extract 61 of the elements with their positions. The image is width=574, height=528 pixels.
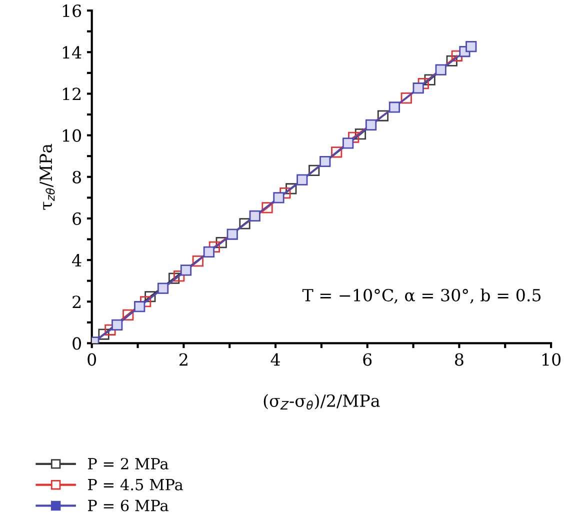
y-tick-label: 4 — [72, 254, 82, 266]
y-tick-label: 8 — [72, 170, 81, 184]
point — [168, 272, 180, 284]
y-tick-label: 0 — [72, 337, 82, 350]
point — [400, 92, 412, 104]
x-tick-label: 8 — [455, 353, 464, 366]
y-tick-label: 6 — [72, 212, 82, 226]
point — [388, 102, 400, 113]
y-tick-label: 10 — [62, 129, 82, 142]
point — [451, 50, 462, 62]
point — [377, 110, 389, 122]
legend-label: P = 4.5 MPa — [88, 478, 183, 490]
x-tick-label: 10 — [542, 353, 561, 366]
point — [296, 174, 308, 186]
point — [144, 291, 156, 302]
point — [216, 237, 227, 248]
point — [320, 156, 331, 168]
point — [418, 78, 429, 90]
point — [280, 188, 291, 199]
point — [286, 183, 297, 194]
x-tick-label: 0 — [88, 353, 96, 366]
y-tick-label: 2 — [72, 296, 80, 308]
point — [226, 228, 238, 240]
point — [342, 138, 354, 149]
point — [180, 264, 192, 276]
point — [435, 64, 446, 76]
point — [249, 210, 260, 222]
point — [446, 55, 458, 66]
point — [98, 328, 110, 340]
point — [140, 296, 152, 308]
y-tick-label: 14 — [62, 46, 82, 58]
point — [365, 119, 377, 130]
point — [112, 319, 123, 330]
point — [262, 202, 273, 214]
point — [174, 270, 185, 282]
x-tick-label: 2 — [180, 353, 188, 366]
point — [208, 241, 220, 252]
point — [273, 192, 284, 204]
legend-label: P = 2 MPa — [88, 458, 168, 470]
point — [412, 82, 424, 94]
point — [122, 309, 134, 320]
point — [331, 146, 342, 158]
point — [354, 128, 366, 140]
point — [134, 301, 146, 312]
legend-label: P = 6 MPa — [88, 500, 168, 512]
point — [239, 218, 250, 230]
annotation: T = −10°C, α = 30°, b = 0.5 — [302, 288, 541, 304]
point — [424, 74, 436, 86]
x-tick-label: 4 — [270, 353, 280, 366]
point — [348, 132, 360, 143]
point — [203, 246, 214, 258]
y-tick-label: 12 — [62, 88, 80, 100]
point — [157, 282, 169, 294]
x-axis-title: (σ$_{Z}$-σ$_{θ}$)/2/MPa — [264, 394, 380, 410]
point — [466, 40, 477, 52]
y-axis-title: τ$_{zθ}$/MPa — [40, 144, 55, 210]
x-tick-label: 6 — [363, 353, 372, 366]
point — [192, 256, 204, 267]
point — [104, 324, 116, 336]
y-tick-label: 16 — [62, 4, 82, 18]
point — [308, 164, 320, 176]
